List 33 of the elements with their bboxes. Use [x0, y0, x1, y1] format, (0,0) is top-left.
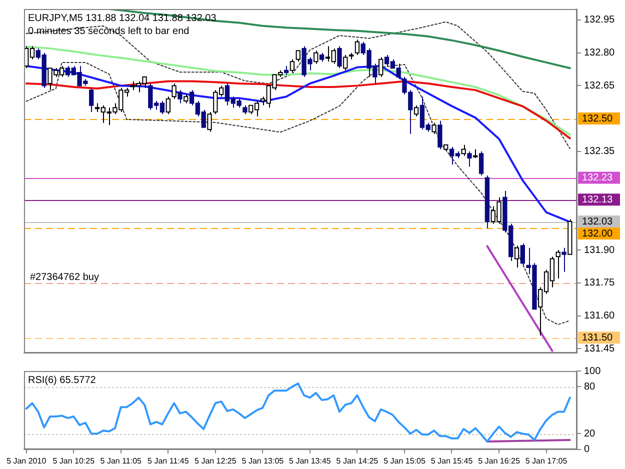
y-tick-label: 132.65	[584, 80, 616, 92]
line-series	[26, 21, 570, 150]
x-tick-label: 5 Jan 13:05	[242, 456, 284, 466]
y-tick-label: 0	[584, 444, 590, 456]
y-tick-label: 131.90	[584, 244, 616, 256]
chart-title: RSI(6) 65.5772	[28, 375, 96, 386]
y-tick-label: 100	[584, 366, 602, 377]
x-tick-label: 5 Jan 10:25	[52, 456, 96, 466]
ref-line-label: 132.13	[582, 194, 614, 206]
y-tick-label: 20	[584, 428, 596, 440]
x-tick-label: 5 Jan 15:05	[384, 456, 426, 466]
ref-line-label: #27364762 buy	[30, 272, 99, 283]
x-tick-label: 5 Jan 2010	[6, 456, 47, 466]
ref-line-label: 131.50	[582, 332, 614, 344]
x-tick-label: 5 Jan 15:45	[430, 456, 474, 466]
y-tick-label: 80	[584, 381, 596, 392]
x-tick-label: 5 Jan 11:45	[148, 456, 190, 466]
ref-line-label: 132.23	[582, 172, 614, 184]
x-tick-label: 5 Jan 14:25	[336, 456, 379, 466]
x-tick-label: 5 Jan 13:45	[289, 456, 332, 466]
ref-line-label: 132.03	[582, 216, 614, 228]
y-tick-label: 131.45	[584, 343, 616, 354]
y-tick-label: 132.35	[584, 146, 616, 158]
x-tick-label: 5 Jan 16:25	[478, 456, 520, 466]
x-tick-label: 5 Jan 11:05	[100, 456, 142, 466]
y-tick-label: 132.95	[584, 14, 616, 26]
y-tick-label: 131.75	[584, 278, 616, 289]
y-tick-label: 132.80	[584, 48, 616, 59]
x-tick-label: 5 Jan 12:25	[194, 456, 237, 466]
x-tick-label: 5 Jan 17:05	[525, 456, 568, 466]
ref-line-label: 132.50	[582, 113, 614, 124]
ref-line-label: 132.00	[582, 228, 614, 240]
y-tick-label: 131.60	[584, 310, 616, 322]
